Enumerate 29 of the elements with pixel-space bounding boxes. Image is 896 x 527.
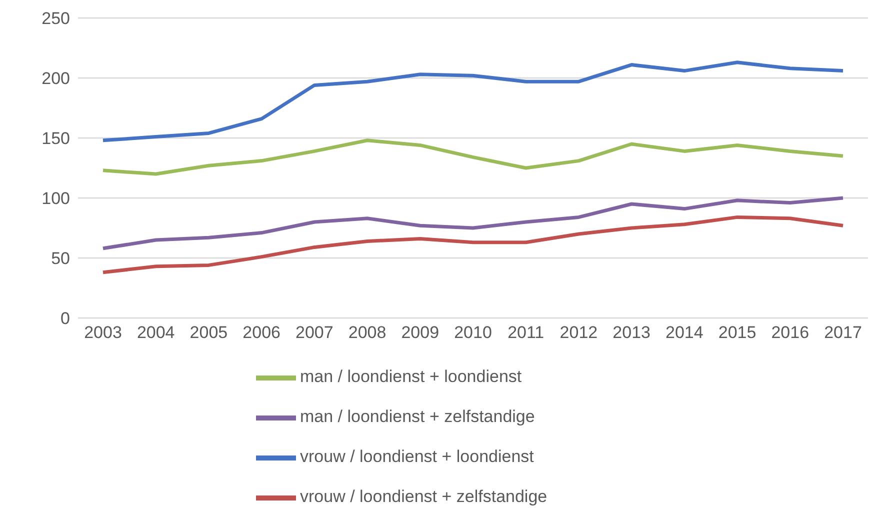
line-series [101,196,845,250]
x-tick-label: 2003 [84,323,122,342]
x-tick-label: 2014 [666,323,704,342]
x-tick-label: 2008 [348,323,386,342]
y-tick-label: 50 [51,249,70,268]
line-series [101,138,845,176]
x-tick-label: 2004 [136,323,175,342]
x-tick-label: 2009 [401,323,440,342]
legend-label: vrouw / loondienst + zelfstandige [300,487,548,508]
x-tick-label: 2017 [824,323,862,342]
legend-label: man / loondienst + loondienst [300,367,523,388]
x-tick-label: 2010 [454,323,492,342]
legend-label: man / loondienst + zelfstandige [300,407,536,428]
x-tick-label: 2011 [508,323,544,342]
x-tick-label: 2012 [560,323,598,342]
x-tick-label: 2006 [242,323,280,342]
x-tick-label: 2007 [296,323,334,342]
legend-label: vrouw / loondienst + loondienst [300,447,535,468]
x-tick-label: 2013 [612,323,650,342]
x-tick-label: 2016 [771,323,810,342]
line-series [101,215,845,274]
x-tick-label: 2015 [718,323,756,342]
line-series [101,60,845,142]
y-tick-label: 150 [42,129,70,148]
x-tick-label: 2005 [190,323,228,342]
y-tick-label: 250 [42,9,70,28]
y-tick-label: 200 [42,69,70,88]
y-tick-label: 0 [60,309,70,328]
y-tick-label: 100 [42,189,70,208]
